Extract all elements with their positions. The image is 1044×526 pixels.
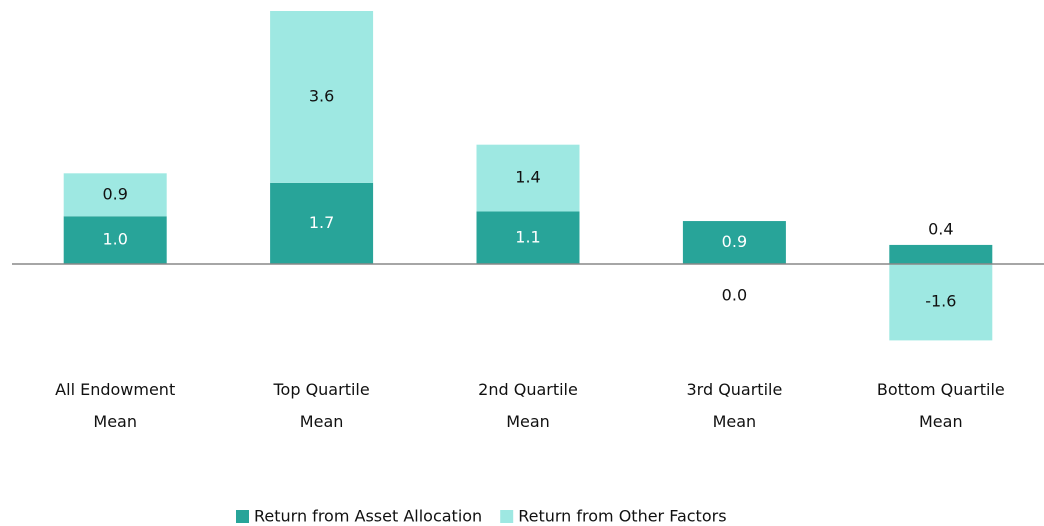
x-tick-label: Top Quartile Mean: [272, 380, 369, 431]
bar-segment: [889, 264, 993, 341]
data-label: 1.4: [515, 168, 540, 187]
bar-segment: [476, 211, 580, 265]
legend-label: Return from Other Factors: [518, 507, 726, 526]
legend-swatch: [500, 510, 514, 523]
bar-segment: [270, 11, 374, 183]
bar-segment: [476, 144, 580, 212]
data-label: 1.1: [515, 227, 540, 246]
bar-segment: [270, 182, 374, 265]
x-tick-label: Bottom Quartile Mean: [877, 380, 1005, 431]
data-label: 1.7: [309, 213, 334, 232]
data-label: 0.0: [722, 286, 747, 305]
x-tick-label: 3rd Quartile Mean: [686, 380, 782, 431]
x-tick-label: All Endowment Mean: [55, 380, 175, 431]
legend-swatch: [236, 510, 249, 523]
data-label: -1.6: [925, 292, 956, 311]
bar-segment: [889, 244, 993, 265]
data-label: 1.0: [102, 230, 127, 249]
bar-segment: [63, 216, 167, 265]
bar-segment: [63, 173, 167, 217]
data-label: 3.6: [309, 86, 334, 105]
x-tick-label: 2nd Quartile Mean: [478, 380, 578, 431]
legend: Return from Asset Allocation Return from …: [236, 507, 727, 526]
legend-label: Return from Asset Allocation: [254, 507, 482, 526]
data-label: 0.9: [102, 184, 127, 203]
data-label: 0.9: [722, 232, 747, 251]
data-label: 0.4: [928, 219, 953, 238]
bar-segment: [682, 221, 786, 265]
